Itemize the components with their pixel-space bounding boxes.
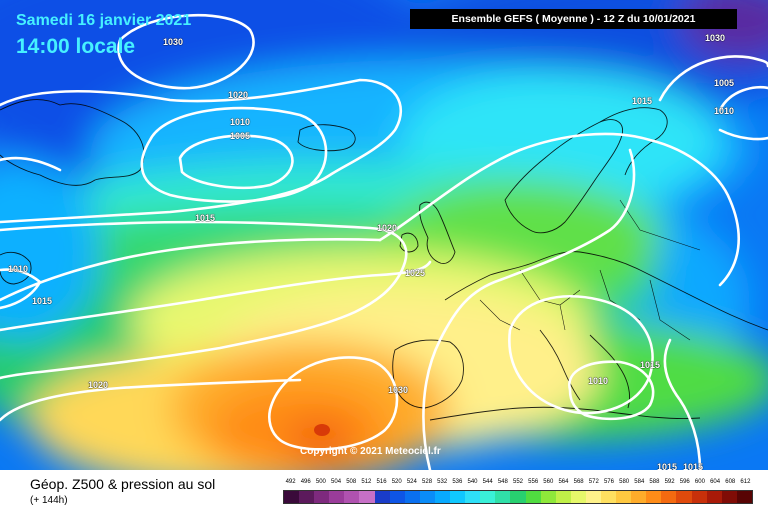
scale-label: 548: [497, 479, 508, 485]
scale-label: 596: [679, 479, 690, 485]
isobar-label: 1015: [195, 213, 216, 223]
isobar-label: 1020: [228, 90, 249, 100]
scale-label: 572: [588, 479, 599, 485]
isobars: [0, 13, 768, 470]
scale-swatch: [359, 491, 375, 503]
scale-swatch: [495, 491, 511, 503]
scale-label: 492: [285, 479, 296, 485]
scale-swatch: [600, 491, 617, 503]
scale-label: 508: [346, 479, 357, 485]
scale-swatch: [661, 491, 677, 503]
legend-lead-time: (+ 144h): [30, 495, 68, 506]
isobar-label: 1020: [88, 380, 109, 390]
scale-swatch: [344, 491, 360, 503]
legend-title: Géop. Z500 & pression au sol: [30, 476, 216, 492]
scale-label: 560: [543, 479, 554, 485]
scale-label: 608: [725, 479, 736, 485]
color-scale-labels: 492 496 500 504 508 512 516 520 524 528 532 536 540 5…: [283, 479, 753, 489]
scale-swatch: [540, 491, 556, 503]
scale-swatch: [465, 491, 481, 503]
scale-swatch: [434, 491, 451, 503]
isobar-label: 1010: [8, 264, 29, 274]
scale-label: 520: [391, 479, 402, 485]
scale-label: 564: [558, 479, 569, 485]
scale-label: 584: [634, 479, 645, 485]
scale-swatch: [389, 491, 405, 503]
scale-swatch: [510, 491, 526, 503]
scale-label: 556: [528, 479, 539, 485]
scale-label: 532: [437, 479, 448, 485]
scale-label: 496: [300, 479, 311, 485]
scale-swatch: [585, 491, 601, 503]
isobar-label: 1020: [377, 223, 398, 233]
scale-label: 612: [740, 479, 751, 485]
isobar-label: 1005: [714, 78, 735, 88]
isobar-label: 1015: [632, 96, 653, 106]
model-run-banner: Ensemble GEFS ( Moyenne ) - 12 Z du 10/0…: [410, 9, 737, 29]
scale-swatch: [676, 491, 692, 503]
scale-swatch: [706, 491, 722, 503]
scale-swatch: [555, 491, 571, 503]
scale-label: 504: [331, 479, 342, 485]
isobar-label: 1010: [230, 117, 251, 127]
scale-label: 528: [422, 479, 433, 485]
scale-swatch: [631, 491, 647, 503]
scale-label: 524: [406, 479, 417, 485]
scale-label: 516: [376, 479, 387, 485]
scale-label: 592: [664, 479, 675, 485]
scale-swatch: [419, 491, 435, 503]
scale-swatch: [570, 491, 586, 503]
scale-label: 588: [649, 479, 660, 485]
z500-high-core: [314, 424, 330, 436]
scale-label: 512: [361, 479, 372, 485]
scale-swatch: [736, 491, 752, 503]
scale-label: 600: [694, 479, 705, 485]
scale-label: 544: [482, 479, 493, 485]
isobar-label: 1030: [705, 33, 726, 43]
isobar-label: 1015: [657, 462, 678, 472]
scale-label: 500: [315, 479, 326, 485]
isobar-label: 1015: [640, 360, 661, 370]
color-scale-bar: [283, 490, 753, 504]
scale-label: 576: [603, 479, 614, 485]
scale-label: 540: [467, 479, 478, 485]
scale-label: 580: [619, 479, 630, 485]
scale-swatch: [374, 491, 390, 503]
forecast-local-time: 14:00 locale: [16, 35, 136, 58]
isobar-label: 1010: [714, 106, 735, 116]
scale-swatch: [314, 491, 330, 503]
isobar-label: 1015: [32, 296, 53, 306]
copyright-notice: Copyright © 2021 Meteociel.fr: [300, 446, 441, 457]
scale-swatch: [646, 491, 662, 503]
scale-swatch: [616, 491, 632, 503]
pressure-geopotential-map: [0, 0, 768, 470]
isobar-label: 1030: [388, 385, 409, 395]
isobar-label: 1030: [163, 37, 184, 47]
scale-label: 536: [452, 479, 463, 485]
scale-swatch: [691, 491, 707, 503]
scale-swatch: [284, 491, 300, 503]
legend-panel: Géop. Z500 & pression au sol (+ 144h) 49…: [0, 470, 768, 512]
scale-swatch: [329, 491, 345, 503]
forecast-date: Samedi 16 janvier 2021: [16, 12, 192, 29]
scale-swatch: [299, 491, 315, 503]
scale-label: 552: [512, 479, 523, 485]
isobar-label: 1025: [405, 268, 426, 278]
scale-swatch: [404, 491, 420, 503]
isobar-label: 1005: [230, 131, 251, 141]
scale-label: 604: [710, 479, 721, 485]
scale-label: 568: [573, 479, 584, 485]
scale-swatch: [721, 491, 737, 503]
isobar-label: 1010: [588, 376, 609, 386]
scale-swatch: [450, 491, 466, 503]
scale-swatch: [525, 491, 541, 503]
scale-swatch: [480, 491, 496, 503]
isobar-label: 1015: [683, 462, 704, 472]
